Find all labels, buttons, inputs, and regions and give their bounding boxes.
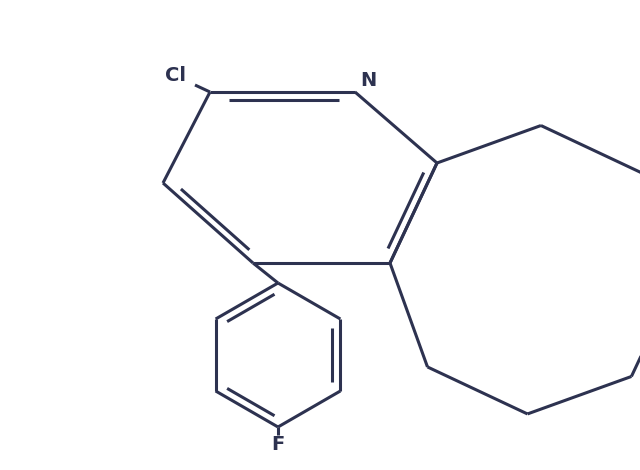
- Text: F: F: [271, 436, 285, 454]
- Text: Cl: Cl: [164, 65, 186, 85]
- Text: N: N: [360, 70, 376, 89]
